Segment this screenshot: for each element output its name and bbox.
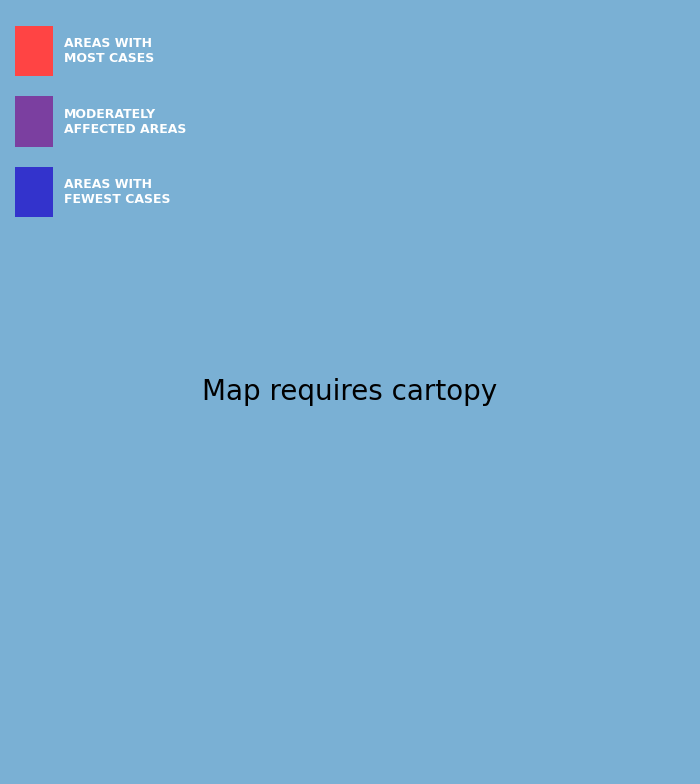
FancyBboxPatch shape bbox=[15, 26, 53, 76]
Text: Map requires cartopy: Map requires cartopy bbox=[202, 378, 498, 406]
Text: AREAS WITH
FEWEST CASES: AREAS WITH FEWEST CASES bbox=[64, 178, 170, 206]
Text: AREAS WITH
MOST CASES: AREAS WITH MOST CASES bbox=[64, 37, 154, 65]
Text: MODERATELY
AFFECTED AREAS: MODERATELY AFFECTED AREAS bbox=[64, 107, 186, 136]
FancyBboxPatch shape bbox=[15, 96, 53, 147]
FancyBboxPatch shape bbox=[15, 167, 53, 217]
